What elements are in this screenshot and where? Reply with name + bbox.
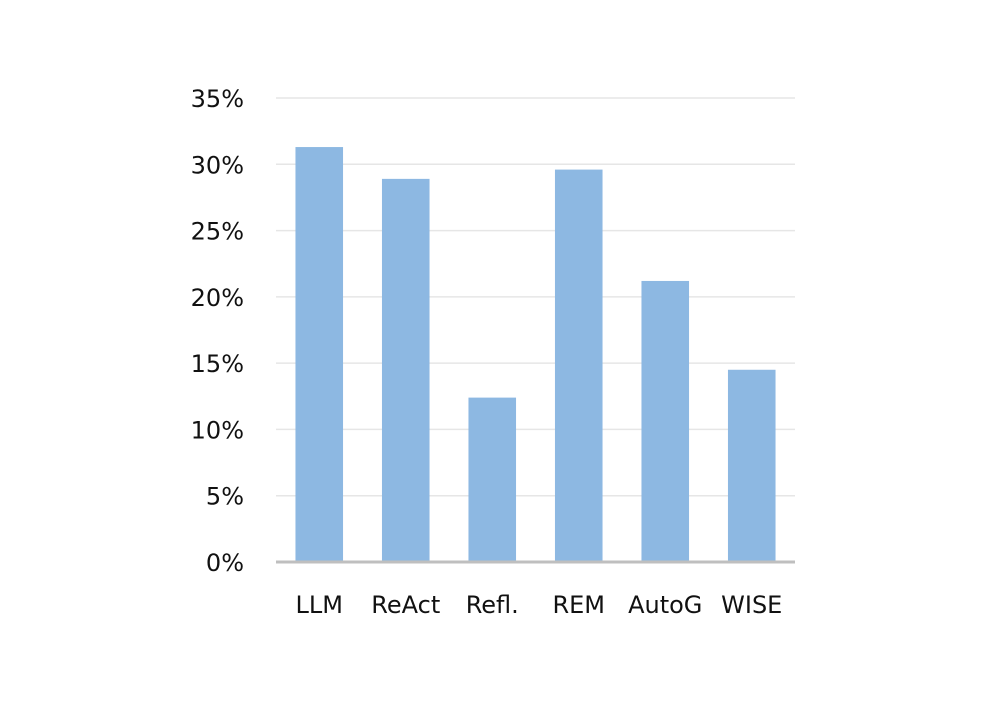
x-tick-label: ReAct bbox=[371, 591, 440, 619]
bar-llm bbox=[295, 147, 344, 562]
x-tick-label: Refl. bbox=[466, 591, 519, 619]
y-tick-labels: 0% 5% 10% 15% 20% 25% 30% 35% bbox=[191, 85, 244, 577]
bar-wise bbox=[727, 369, 776, 562]
x-tick-label: LLM bbox=[296, 591, 343, 619]
y-tick-label: 10% bbox=[191, 416, 244, 444]
x-tick-labels: LLM ReAct Refl. REM AutoG WISE bbox=[296, 591, 783, 619]
x-tick-label: REM bbox=[552, 591, 605, 619]
y-tick-label: 25% bbox=[191, 218, 244, 246]
bar-rem bbox=[554, 169, 603, 563]
x-tick-label: AutoG bbox=[628, 591, 702, 619]
y-tick-label: 5% bbox=[206, 483, 244, 511]
bar-refl bbox=[468, 397, 517, 562]
x-tick-label: WISE bbox=[721, 591, 782, 619]
gridlines bbox=[276, 97, 795, 497]
bar-react bbox=[381, 178, 430, 562]
bar-autog bbox=[641, 280, 690, 562]
bars bbox=[295, 147, 776, 563]
y-tick-label: 35% bbox=[191, 85, 244, 113]
y-tick-label: 15% bbox=[191, 350, 244, 378]
y-tick-label: 20% bbox=[191, 284, 244, 312]
y-tick-label: 0% bbox=[206, 549, 244, 577]
y-tick-label: 30% bbox=[191, 151, 244, 179]
